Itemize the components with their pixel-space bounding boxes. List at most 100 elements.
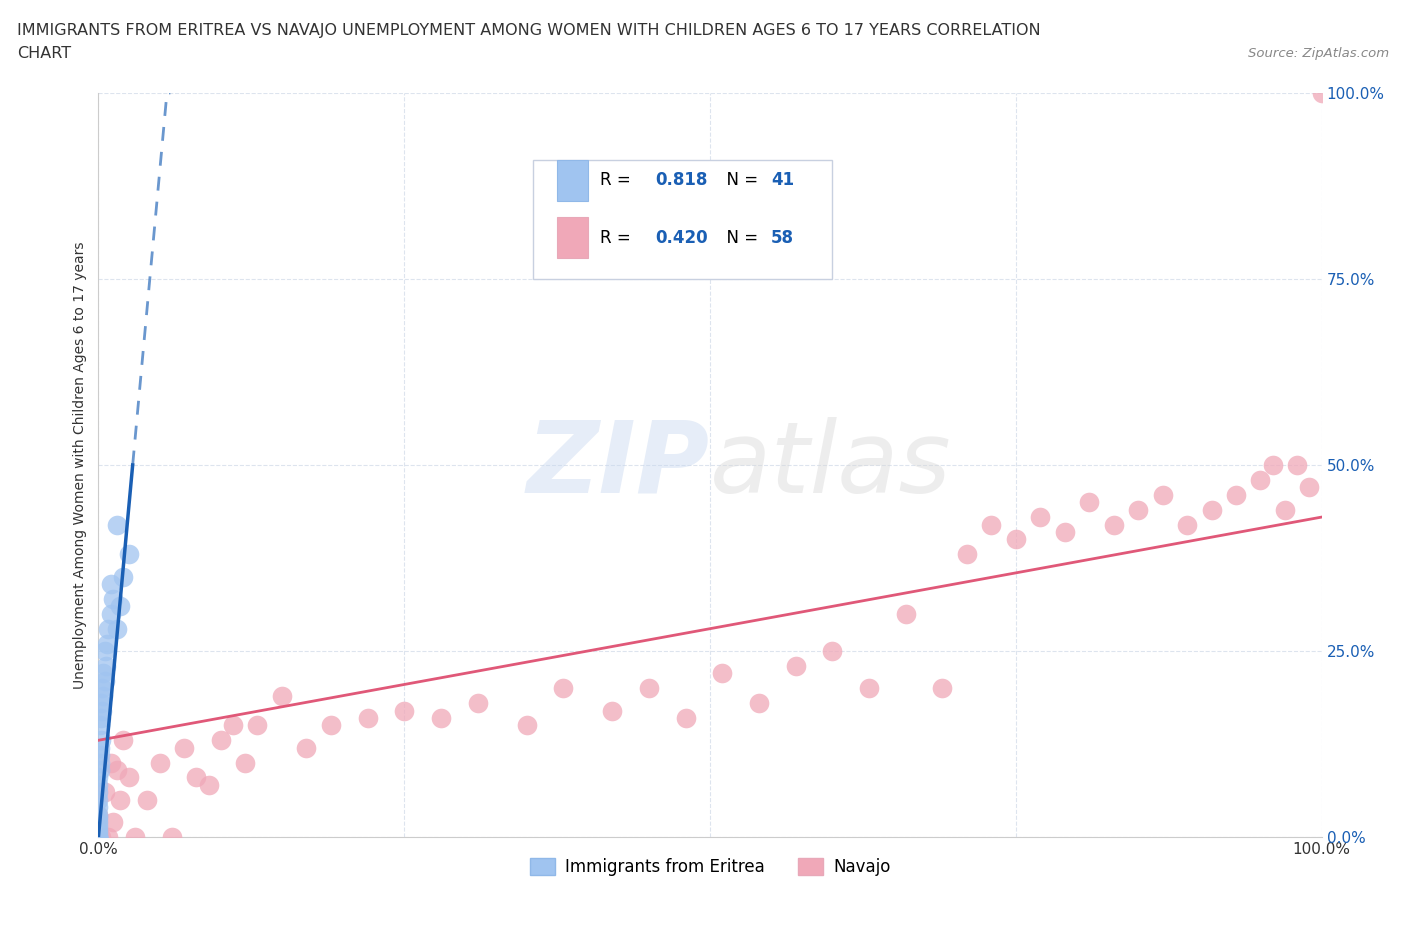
Point [90, 696, 112, 711]
Point [118, 547, 141, 562]
Point [93, 644, 115, 658]
Point [222, 718, 245, 733]
Point [87, 792, 110, 807]
Point [110, 792, 132, 807]
Point [97, 830, 120, 844]
Point [100, 577, 122, 591]
Point [89, 763, 111, 777]
Point [105, 517, 128, 532]
Point [858, 681, 880, 696]
Point [89, 755, 111, 770]
Point [91, 681, 114, 696]
Point [87, 830, 110, 844]
Text: R =: R = [600, 171, 636, 190]
Point [675, 711, 697, 725]
Point [87, 830, 110, 844]
Point [246, 718, 269, 733]
Point [136, 792, 159, 807]
Point [553, 681, 575, 696]
Point [1249, 472, 1271, 487]
FancyBboxPatch shape [533, 160, 832, 279]
Point [89, 748, 111, 763]
Point [173, 740, 195, 755]
Point [1175, 517, 1198, 532]
Point [1053, 525, 1076, 539]
Point [87, 811, 110, 826]
Point [87, 807, 110, 822]
Point [1029, 510, 1052, 525]
Point [87, 826, 110, 841]
Point [89, 740, 111, 755]
Point [100, 755, 122, 770]
Point [430, 711, 453, 725]
Text: 41: 41 [772, 171, 794, 190]
Point [1274, 502, 1296, 517]
Point [931, 681, 953, 696]
Point [111, 733, 134, 748]
Point [1225, 487, 1247, 502]
Point [1201, 502, 1223, 517]
Point [96, 636, 118, 651]
Text: atlas: atlas [710, 417, 952, 513]
Point [160, 830, 183, 844]
Text: 0.818: 0.818 [655, 171, 707, 190]
Point [149, 755, 172, 770]
Point [105, 763, 128, 777]
Point [101, 815, 124, 830]
Point [600, 703, 623, 718]
Point [110, 599, 132, 614]
FancyBboxPatch shape [557, 218, 588, 259]
Text: 58: 58 [772, 229, 794, 246]
Text: CHART: CHART [17, 46, 70, 61]
Point [91, 666, 114, 681]
Text: ZIP: ZIP [527, 417, 710, 513]
Point [319, 718, 342, 733]
Point [186, 770, 208, 785]
Point [785, 658, 807, 673]
Point [980, 517, 1002, 532]
Point [87, 807, 110, 822]
Point [295, 740, 318, 755]
Point [1310, 86, 1333, 100]
Point [89, 718, 111, 733]
Point [821, 644, 844, 658]
Point [90, 830, 112, 844]
Point [1152, 487, 1174, 502]
Point [111, 569, 134, 584]
Point [93, 785, 115, 800]
Legend: Immigrants from Eritrea, Navajo: Immigrants from Eritrea, Navajo [522, 850, 898, 884]
Point [392, 703, 416, 718]
Point [1298, 480, 1320, 495]
Point [124, 830, 146, 844]
Point [711, 666, 734, 681]
Point [105, 621, 128, 636]
Point [100, 606, 122, 621]
Point [748, 696, 770, 711]
Point [87, 818, 110, 833]
Point [101, 591, 124, 606]
Point [894, 606, 917, 621]
Text: N =: N = [716, 229, 763, 246]
Point [1128, 502, 1150, 517]
Point [94, 658, 117, 673]
Point [270, 688, 294, 703]
Point [197, 777, 219, 792]
Point [1004, 532, 1026, 547]
Point [90, 733, 112, 748]
Text: N =: N = [716, 171, 763, 190]
Point [637, 681, 661, 696]
Point [515, 718, 537, 733]
Point [87, 785, 110, 800]
Point [956, 547, 979, 562]
Point [87, 830, 110, 844]
Point [1261, 458, 1284, 472]
Point [97, 621, 120, 636]
Text: 0.420: 0.420 [655, 229, 707, 246]
Point [87, 830, 110, 844]
Point [1078, 495, 1101, 510]
Point [91, 703, 114, 718]
Point [1286, 458, 1309, 472]
Point [356, 711, 378, 725]
Point [467, 696, 489, 711]
Point [87, 777, 110, 792]
